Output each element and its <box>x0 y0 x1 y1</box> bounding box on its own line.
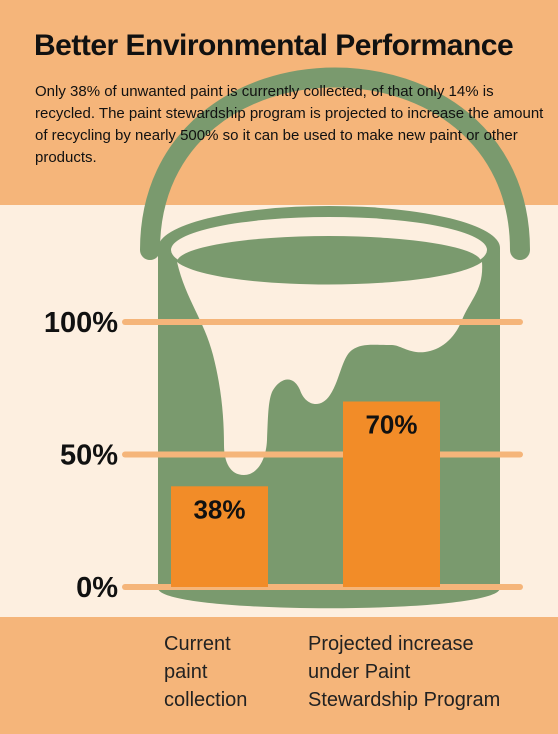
category-label-projected: Projected increase under Paint Stewardsh… <box>308 633 501 711</box>
y-tick-label: 100% <box>44 307 118 339</box>
bar-value-label: 38% <box>193 494 245 524</box>
can-handle <box>140 67 530 260</box>
bars <box>171 401 440 587</box>
page-subtitle: Only 38% of unwanted paint is currently … <box>35 83 544 166</box>
category-label-current: Current paint collection <box>164 633 248 711</box>
header-band <box>0 0 558 205</box>
y-tick-label: 50% <box>60 440 118 472</box>
page-title: Better Environmental Performance <box>34 29 514 62</box>
bar-1 <box>171 486 268 587</box>
value-labels: 38% 70% <box>193 410 417 525</box>
paint-drip <box>177 262 483 475</box>
bar-2 <box>343 401 440 587</box>
y-axis-ticks: 0% 50% 100% <box>44 307 118 604</box>
y-tick-label: 0% <box>76 572 118 604</box>
can-inner-rim <box>177 236 481 288</box>
bar-value-label: 70% <box>365 410 417 440</box>
footer-band <box>0 617 558 734</box>
